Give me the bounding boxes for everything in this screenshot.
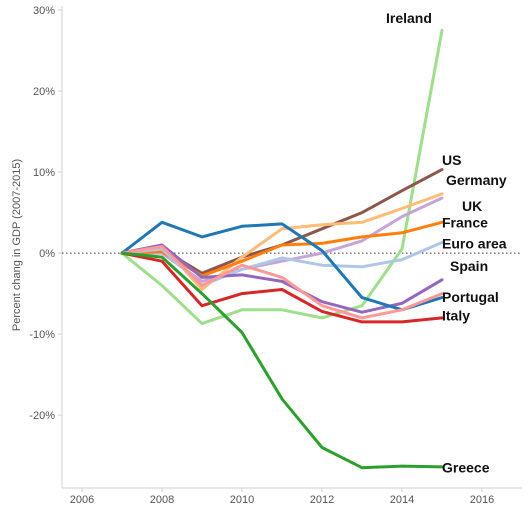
plot-area xyxy=(61,6,522,489)
series-label-portugal: Portugal xyxy=(442,289,499,305)
y-tick-label: -20% xyxy=(29,410,55,422)
series-label-germany: Germany xyxy=(446,172,507,188)
x-tick-label: 2006 xyxy=(70,494,94,506)
series-label-euro-area: Euro area xyxy=(442,235,507,251)
series-label-ireland: Ireland xyxy=(386,10,432,26)
series-line-portugal xyxy=(120,220,444,312)
series-label-spain: Spain xyxy=(450,258,488,274)
axis-ticks: 30% 20% 10% 0% -10% -20% 2006 2008 2010 2012 2014 2… xyxy=(29,5,494,506)
series-line-greece xyxy=(120,245,444,320)
x-tick-label: 2014 xyxy=(390,494,414,506)
series-label-us: US xyxy=(442,152,461,168)
x-tick-label: 2016 xyxy=(470,494,494,506)
y-tick-label: 20% xyxy=(33,86,55,98)
y-tick-label: 30% xyxy=(33,5,55,17)
y-tick-label: 0% xyxy=(39,248,55,260)
series-line-italy xyxy=(120,251,444,324)
y-tick-label: 10% xyxy=(33,167,55,179)
x-tick-label: 2012 xyxy=(310,494,334,506)
y-tick-label: -10% xyxy=(29,329,55,341)
series-lines xyxy=(120,28,444,470)
series-line-ireland xyxy=(120,28,444,326)
series-label-uk: UK xyxy=(462,198,482,214)
x-tick-label: 2008 xyxy=(150,494,174,506)
y-axis-label: Percent chang in GDP (2007-2015) xyxy=(11,159,23,331)
series-label-italy: Italy xyxy=(442,307,470,323)
series-label-france: France xyxy=(442,214,488,230)
x-tick-label: 2010 xyxy=(230,494,254,506)
series-line-germany xyxy=(120,192,444,291)
series-label-greece: Greece xyxy=(442,460,490,476)
series-line-greece xyxy=(120,251,444,470)
